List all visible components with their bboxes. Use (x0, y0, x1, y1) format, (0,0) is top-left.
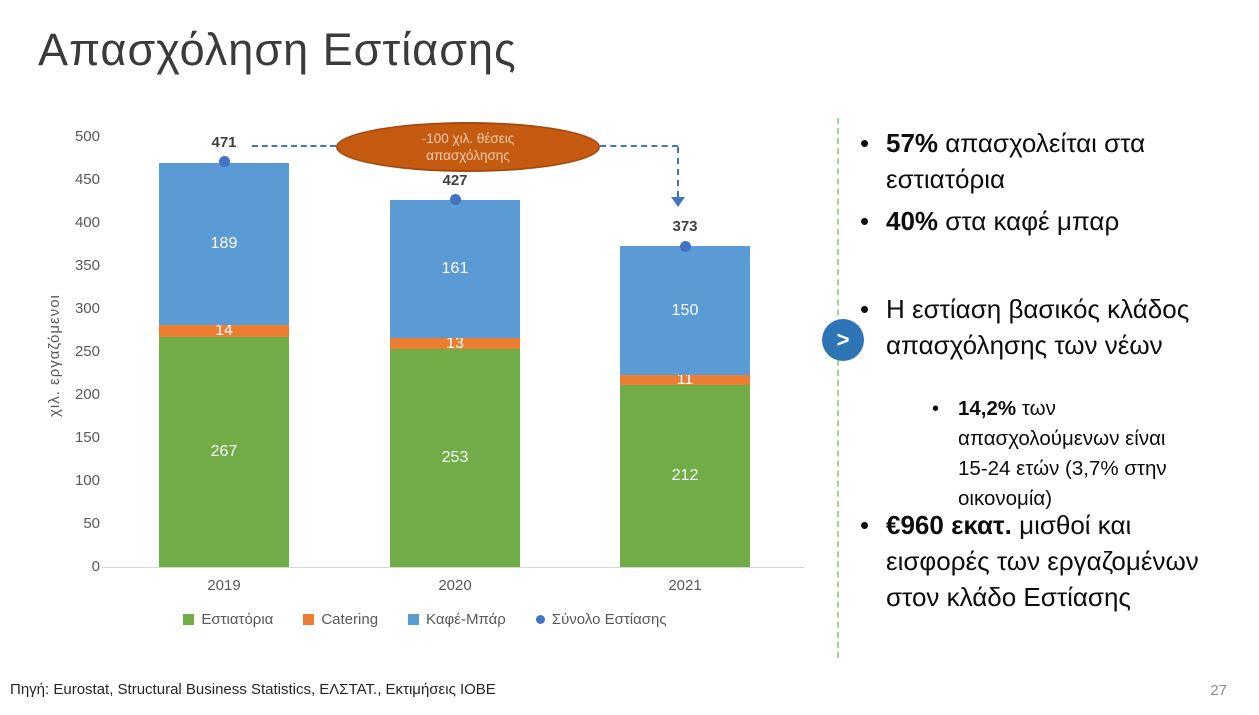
x-tick-label: 2019 (207, 577, 241, 594)
bullet-bold-value: €960 εκατ. (886, 510, 1012, 540)
bar-segment-value: 150 (671, 301, 699, 319)
chart-legend: Εστιατόρια Catering Καφέ-Μπάρ Σύνολο Εστίασ… (40, 611, 810, 628)
annotation-text-line2: απασχόλησης (426, 148, 510, 163)
bullet-text: απασχολείται στα εστιατόρια (886, 128, 1146, 194)
x-tick-label: 2021 (668, 577, 702, 594)
bar-segment-Εστιατόρια: 267 (159, 337, 289, 567)
bar-total-label: 373 (672, 218, 698, 236)
bullet-icon: • (860, 294, 870, 324)
y-tick-label: 0 (91, 558, 100, 575)
source-note: Πηγή: Eurostat, Structural Business Stat… (10, 681, 496, 698)
bullet-icon: • (860, 128, 870, 158)
y-tick-label: 400 (74, 214, 100, 231)
page-title: Απασχόληση Εστίασης (38, 24, 517, 75)
bar-total-label: 471 (211, 133, 237, 151)
x-axis-baseline (102, 567, 804, 568)
bullet-cafe-bar-share: • 40% στα καφέ μπαρ (860, 203, 1218, 239)
vertical-dashed-divider (837, 118, 839, 658)
bullet-wages: • €960 εκατ. μισθοί και εισφορές των εργ… (860, 507, 1218, 615)
y-tick-label: 50 (83, 515, 100, 532)
bar-segment-value: 212 (671, 466, 699, 484)
chevron-glyph: > (836, 327, 850, 352)
bar-segment-value: 14 (215, 322, 233, 340)
page-number: 27 (1210, 682, 1227, 699)
y-tick-label: 500 (74, 128, 100, 145)
bullet-restaurants-share: • 57% απασχολείται στα εστιατόρια (860, 125, 1218, 197)
y-tick-label: 350 (74, 257, 100, 274)
chevron-right-icon: > (822, 319, 864, 361)
total-marker-dot (449, 194, 461, 206)
annotation-connector-left (252, 145, 336, 147)
bullet-text: μισθοί και εισφορές των εργαζομένων στον… (886, 510, 1199, 612)
y-tick-label: 100 (74, 472, 100, 489)
total-marker-dot (218, 156, 230, 168)
annotation-connector-down (677, 147, 679, 197)
stacked-bar-chart: χιλ. εργαζόμενοι 0 50 100 150 200 250 300 350 40… (40, 115, 810, 655)
bar-segment-Catering: 14 (159, 322, 289, 340)
bullet-icon: • (860, 510, 870, 540)
bar-segment-Εστιατόρια: 253 (390, 349, 520, 567)
legend-label: Εστιατόρια (201, 611, 274, 628)
annotation-arrowhead-icon (671, 197, 685, 207)
key-facts-panel: • 57% απασχολείται στα εστιατόρια • 40% … (860, 115, 1259, 660)
bullet-text: των απασχολούμενων είναι 15-24 ετών (3,7… (958, 397, 1167, 510)
bullet-bold-value: 14,2% (958, 397, 1017, 420)
bullet-bold-value: 57% (886, 128, 939, 158)
legend-label: Σύνολο Εστίασης (551, 611, 667, 628)
bullet-icon: • (932, 398, 940, 420)
legend-item: Σύνολο Εστίασης (535, 611, 667, 628)
bar-segment-value: 13 (446, 334, 464, 352)
x-tick-label: 2020 (438, 577, 472, 594)
bullet-bold-value: 40% (886, 206, 939, 236)
legend-item: Catering (303, 611, 378, 628)
bar-segment-value: 161 (441, 259, 469, 277)
legend-item: Εστιατόρια (183, 611, 273, 628)
bullet-youth-employment: • Η εστίαση βασικός κλάδος απασχόλησης τ… (860, 291, 1218, 363)
bullet-icon: • (860, 206, 870, 236)
bar-segment-Καφέ-Μπάρ: 150 (620, 246, 750, 376)
legend-label: Catering (321, 611, 379, 628)
bar-segment-Καφέ-Μπάρ: 161 (390, 199, 520, 339)
total-marker-dot (679, 240, 691, 252)
sub-bullet-youth-stat: • 14,2% των απασχολούμενων είναι 15-24 ε… (932, 394, 1186, 514)
annotation-text-line1: -100 χιλ. θέσεις (421, 131, 515, 146)
bar-segment-Εστιατόρια: 212 (620, 384, 750, 567)
bar-segment-Catering: 13 (390, 335, 520, 352)
bar-segment-Catering: 11 (620, 371, 750, 388)
y-tick-label: 300 (74, 300, 100, 317)
bar-segment-value: 267 (210, 443, 238, 461)
legend-square-icon (408, 614, 420, 625)
legend-label: Καφέ-Μπάρ (426, 611, 506, 628)
legend-dot-icon (535, 615, 545, 624)
bar-segment-value: 189 (210, 235, 238, 253)
annotation-connector-right (600, 145, 678, 147)
annotation-callout-ellipse: -100 χιλ. θέσεις απασχόλησης (336, 122, 600, 172)
legend-item: Καφέ-Μπάρ (408, 611, 506, 628)
bar-total-label: 427 (442, 171, 468, 189)
bullet-text: Η εστίαση βασικός κλάδος απασχόλησης των… (886, 294, 1190, 360)
bar-segment-Καφέ-Μπάρ: 189 (159, 162, 289, 326)
y-tick-label: 200 (74, 386, 100, 403)
bar-segment-value: 253 (441, 449, 469, 467)
legend-square-icon (303, 614, 315, 625)
bullet-text: στα καφέ μπαρ (938, 206, 1120, 236)
y-tick-label: 250 (74, 343, 100, 360)
y-tick-label: 150 (74, 429, 100, 446)
y-tick-label: 450 (74, 171, 100, 188)
legend-square-icon (183, 614, 195, 625)
